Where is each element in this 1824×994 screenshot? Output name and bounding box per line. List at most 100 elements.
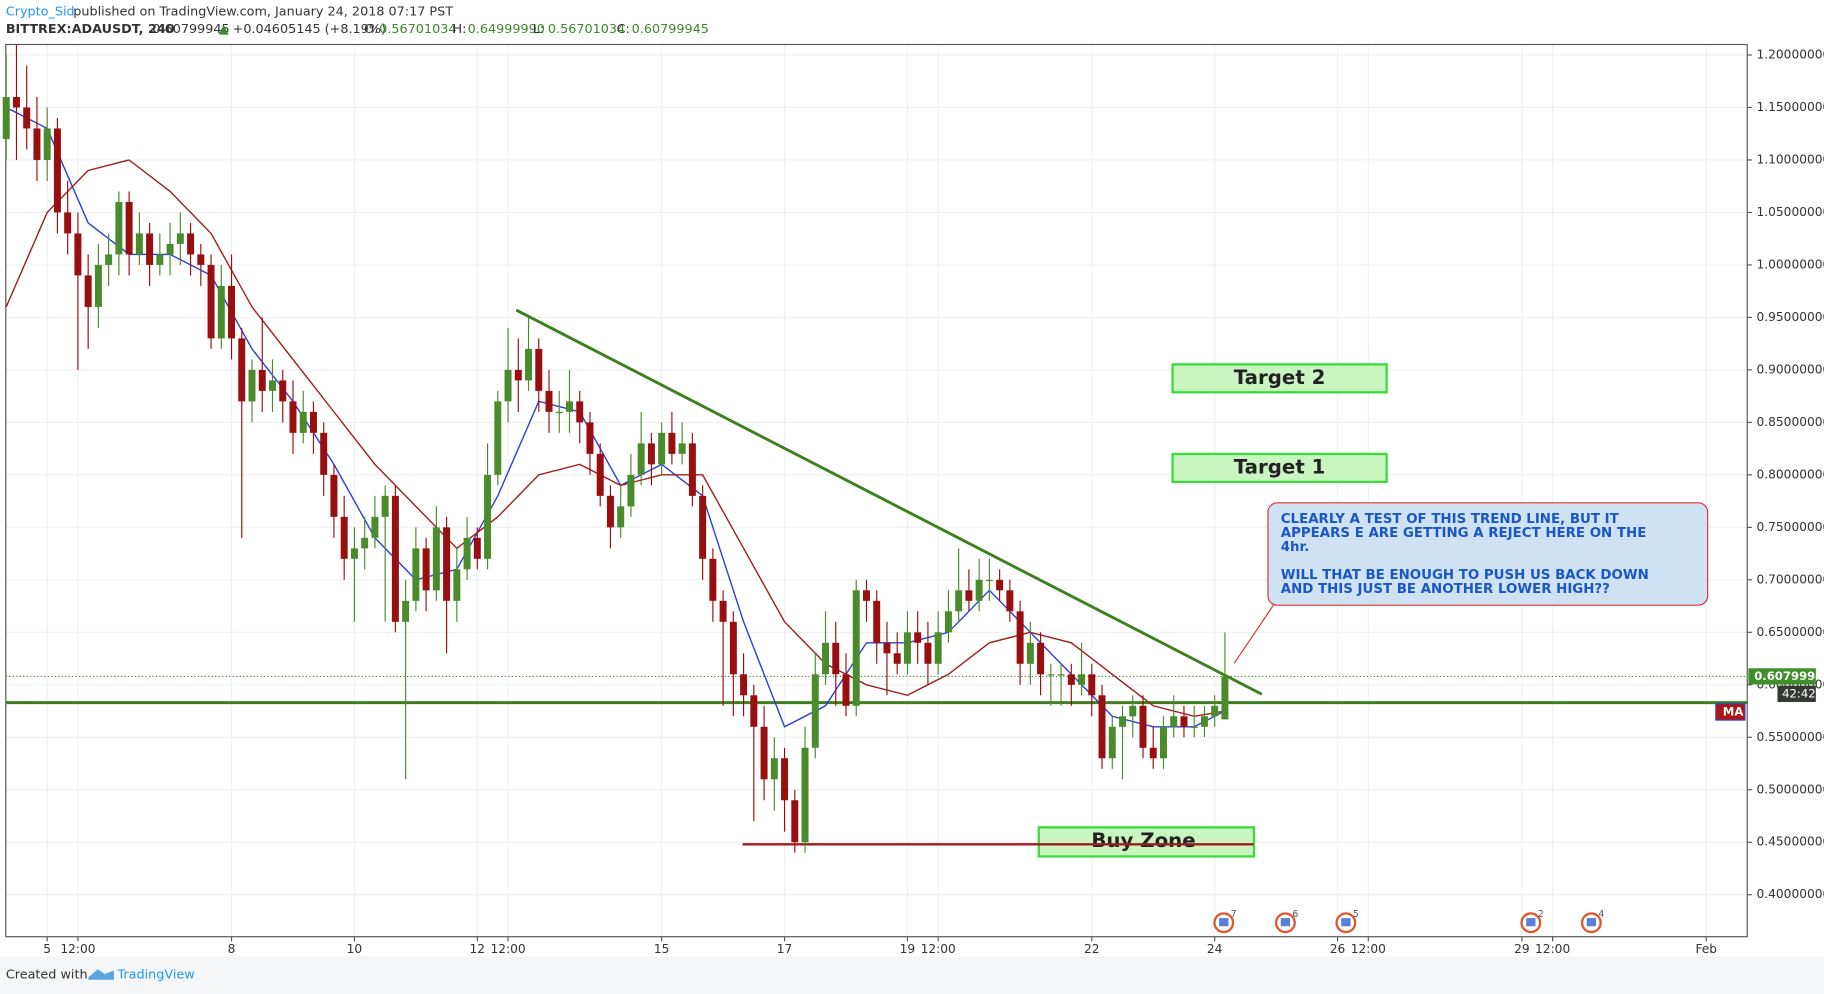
candle-body bbox=[443, 527, 451, 601]
x-tick-label: 12 bbox=[470, 942, 486, 956]
y-tick-label: 1.20000000 bbox=[1757, 47, 1824, 61]
ohlc-key: H: bbox=[453, 22, 467, 37]
event-count: 6 bbox=[1292, 909, 1298, 920]
candle-body bbox=[197, 254, 205, 265]
candle-body bbox=[269, 380, 276, 391]
candle-body bbox=[187, 233, 195, 255]
ohlc-key: C: bbox=[617, 22, 630, 37]
candle-body bbox=[668, 432, 676, 454]
footer-bar bbox=[0, 956, 1824, 994]
candle-body bbox=[361, 537, 369, 549]
y-tick-label: 0.90000000 bbox=[1757, 362, 1824, 376]
candle-body bbox=[2, 96, 10, 139]
price-tag-bg bbox=[1748, 668, 1816, 685]
candle-body bbox=[903, 632, 911, 664]
candle-body bbox=[914, 632, 922, 643]
candle-body bbox=[801, 747, 809, 843]
candle-body bbox=[33, 128, 41, 160]
change-arrow: ▲ bbox=[219, 22, 229, 37]
candle-body bbox=[166, 243, 174, 255]
candle-body bbox=[596, 453, 604, 496]
candle-body bbox=[586, 422, 594, 454]
x-tick-label: 22 bbox=[1084, 942, 1100, 956]
candle-body bbox=[647, 443, 655, 465]
x-tick-label: 10 bbox=[347, 942, 363, 956]
event-flag bbox=[1526, 918, 1536, 927]
candle-body bbox=[893, 653, 901, 664]
candle-body bbox=[1221, 676, 1229, 720]
x-tick-label: 17 bbox=[777, 942, 793, 956]
note-line: AND THIS JUST BE ANOTHER LOWER HIGH?? bbox=[1281, 582, 1610, 597]
candle-body bbox=[1159, 726, 1167, 759]
footer: Created with bbox=[6, 968, 88, 983]
x-tick-label: 26 bbox=[1330, 942, 1346, 956]
candle-body bbox=[566, 401, 573, 412]
candle-body bbox=[340, 516, 348, 559]
countdown: 42:42 bbox=[1782, 686, 1816, 700]
event-flag bbox=[1341, 918, 1351, 927]
candle-body bbox=[156, 254, 164, 265]
ohlc-key: O: bbox=[364, 22, 378, 37]
target-1: Target 1 bbox=[1171, 452, 1388, 484]
event-flag bbox=[1586, 918, 1596, 927]
target-label: Target 1 bbox=[1234, 455, 1326, 478]
candle-body bbox=[955, 590, 963, 612]
candle-body bbox=[678, 443, 686, 454]
candle-body bbox=[1200, 716, 1208, 727]
candle-body bbox=[258, 369, 266, 391]
candle-body bbox=[289, 401, 297, 433]
symbol: BITTREX:ADAUSDT, 240 bbox=[6, 22, 175, 37]
candle-body bbox=[1006, 590, 1014, 612]
note-line: 4hr. bbox=[1281, 540, 1310, 555]
candle-body bbox=[781, 758, 789, 801]
candle-body bbox=[1047, 674, 1055, 676]
publisher[interactable]: Crypto_Sid bbox=[6, 4, 75, 19]
candle-body bbox=[1057, 674, 1065, 676]
y-tick-label: 0.80000000 bbox=[1757, 467, 1824, 481]
event-flag bbox=[1280, 918, 1291, 927]
brand[interactable]: TradingView bbox=[116, 968, 194, 983]
price-tag: 0.60799945 bbox=[1754, 669, 1824, 683]
candle-body bbox=[862, 590, 870, 601]
candle-body bbox=[1139, 705, 1147, 748]
candle-body bbox=[12, 96, 20, 108]
candle-body bbox=[944, 611, 952, 633]
x-tick-label: 12:00 bbox=[1351, 942, 1386, 956]
y-tick-label: 0.65000000 bbox=[1757, 625, 1824, 639]
ma-tag: MA bbox=[1723, 704, 1744, 718]
candle-body bbox=[1088, 674, 1096, 696]
y-tick-label: 0.40000000 bbox=[1757, 887, 1824, 901]
candle-body bbox=[514, 369, 522, 381]
candle-body bbox=[350, 548, 358, 559]
x-tick-label: 29 bbox=[1514, 942, 1530, 956]
event-count: 7 bbox=[1231, 909, 1237, 920]
candle-body bbox=[1149, 747, 1157, 759]
candle-body bbox=[330, 474, 338, 517]
candle-body bbox=[934, 632, 942, 664]
candle-body bbox=[770, 758, 778, 780]
candle-body bbox=[1037, 642, 1045, 675]
candle-body bbox=[217, 285, 225, 339]
candle-body bbox=[535, 348, 543, 391]
candle-body bbox=[207, 264, 215, 339]
note-line: WILL THAT BE ENOUGH TO PUSH US BACK DOWN bbox=[1281, 568, 1649, 583]
ohlc-value: 0.64999990 bbox=[468, 22, 545, 37]
candle-body bbox=[1170, 716, 1178, 727]
y-tick-label: 0.95000000 bbox=[1757, 310, 1824, 324]
candle-body bbox=[822, 642, 830, 675]
last-price: 0.60799945 bbox=[152, 22, 229, 37]
candle-body bbox=[115, 201, 123, 255]
candle-body bbox=[391, 495, 399, 622]
x-tick-label: 24 bbox=[1207, 942, 1223, 956]
candle-body bbox=[484, 474, 492, 559]
target-2: Target 2 bbox=[1171, 363, 1388, 394]
candle-body bbox=[64, 212, 72, 234]
candle-body bbox=[402, 600, 410, 622]
candle-body bbox=[494, 401, 502, 475]
candle-body bbox=[1078, 674, 1086, 685]
ohlc-value: 0.56701034 bbox=[548, 22, 625, 37]
candle-body bbox=[811, 674, 819, 748]
x-tick-label: 12:00 bbox=[490, 942, 525, 956]
y-tick-label: 0.75000000 bbox=[1757, 520, 1824, 534]
event-count: 2 bbox=[1538, 909, 1544, 920]
